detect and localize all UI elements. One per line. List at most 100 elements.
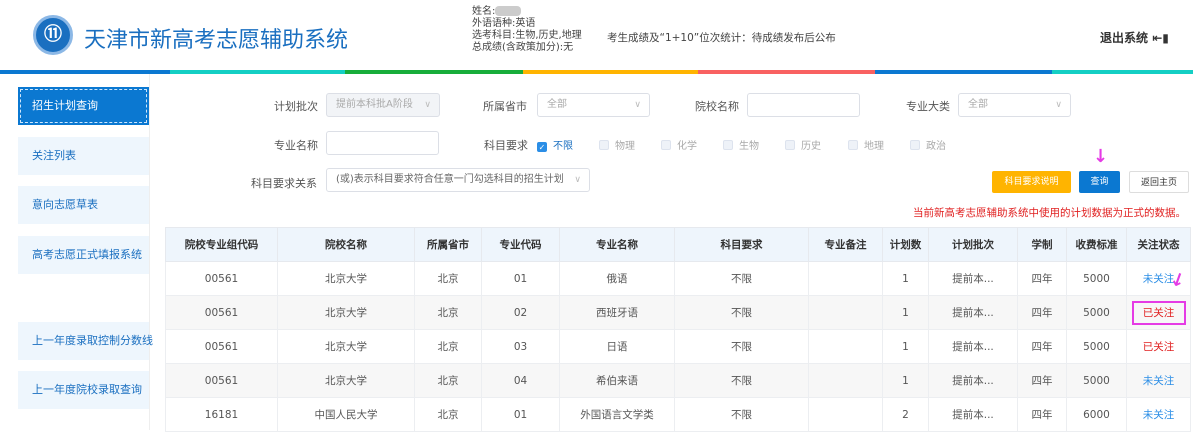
column-header: 院校专业组代码: [165, 227, 278, 262]
home-button[interactable]: 返回主页: [1129, 171, 1189, 193]
category-value: 全部: [968, 99, 988, 110]
table-body: 00561 北京大学 北京 01 俄语 不限 1 提前本... 四年 5000 未关注 00561 北京…: [165, 261, 1191, 432]
checkbox-label: 化学: [677, 141, 697, 152]
table-cell: 四年: [1017, 295, 1067, 330]
follow-status-toggle[interactable]: 已关注: [1126, 329, 1191, 364]
checkbox-box: [723, 140, 733, 150]
relation-label: 科目要求关系: [251, 177, 317, 190]
table-row: 00561 北京大学 北京 03 日语 不限 1 提前本... 四年 5000 已关注: [165, 329, 1191, 364]
check-icon: ✓: [537, 142, 547, 152]
table-cell: 2: [882, 397, 929, 432]
relation-value: (或)表示科目要求符合任意一门勾选科目的招生计划: [336, 174, 564, 185]
sidebar-item-draft[interactable]: 意向志愿草表: [18, 186, 149, 224]
checkbox-history[interactable]: 历史: [785, 137, 821, 152]
table-cell: 北京: [414, 261, 482, 296]
category-select[interactable]: 全部 ∨: [958, 93, 1071, 117]
follow-status-toggle[interactable]: 未关注: [1126, 261, 1191, 296]
batch-value: 提前本科批A阶段: [336, 99, 413, 110]
plan-table: 院校专业组代码 院校名称 所属省市 专业代码 专业名称 科目要求 专业备注 计划数 计划批次 学制…: [165, 227, 1191, 432]
table-cell: 四年: [1017, 261, 1067, 296]
logo: ⑪: [33, 15, 73, 55]
follow-status-toggle[interactable]: 未关注: [1126, 363, 1191, 398]
checkbox-chemistry[interactable]: 化学: [661, 137, 697, 152]
category-label: 专业大类: [906, 100, 950, 113]
subject-explain-button[interactable]: 科目要求说明: [992, 171, 1071, 193]
table-cell: [808, 363, 883, 398]
table-row: 00561 北京大学 北京 04 希伯来语 不限 1 提前本... 四年 5000 未关注: [165, 363, 1191, 398]
table-cell: 北京: [414, 363, 482, 398]
school-input[interactable]: [747, 93, 860, 117]
follow-status-toggle[interactable]: 未关注: [1126, 397, 1191, 432]
sidebar-item-last-year-admission[interactable]: 上一年度院校录取查询: [18, 371, 149, 409]
follow-status-toggle[interactable]: 已关注: [1126, 295, 1191, 330]
rank-stat: 考生成绩及“1+10”位次统计：待成绩发布后公布: [607, 32, 836, 44]
logout-button[interactable]: 退出系统 ⇤▮: [1100, 29, 1169, 46]
table-cell: 四年: [1017, 329, 1067, 364]
province-select[interactable]: 全部 ∨: [537, 93, 650, 117]
province-value: 全部: [547, 99, 567, 110]
relation-select[interactable]: (或)表示科目要求符合任意一门勾选科目的招生计划 ∨: [326, 168, 590, 192]
table-cell: 不限: [674, 295, 809, 330]
checkbox-biology[interactable]: 生物: [723, 137, 759, 152]
query-button[interactable]: 查询: [1079, 171, 1120, 193]
name-label: 姓名:: [472, 6, 496, 17]
checkbox-label: 生物: [739, 141, 759, 152]
logout-label: 退出系统: [1100, 31, 1149, 45]
color-bar: [523, 70, 698, 74]
table-cell: 6000: [1066, 397, 1127, 432]
table-cell: [808, 397, 883, 432]
table-cell: 不限: [674, 363, 809, 398]
table-cell: 00561: [165, 329, 278, 364]
sidebar-item-follow-list[interactable]: 关注列表: [18, 137, 149, 175]
column-header: 专业代码: [481, 227, 560, 262]
table-cell: 5000: [1066, 363, 1127, 398]
color-bar: [875, 70, 1052, 74]
major-input[interactable]: [326, 131, 439, 155]
column-header: 专业备注: [808, 227, 883, 262]
chevron-down-icon: ∨: [424, 100, 431, 110]
sidebar-item-formal-system[interactable]: 高考志愿正式填报系统: [18, 236, 149, 274]
total-score: 总成绩(含政策加分):无: [472, 42, 574, 53]
table-cell: 外国语言文学类: [559, 397, 675, 432]
table-cell: [808, 261, 883, 296]
table-cell: 1: [882, 329, 929, 364]
table-cell: 俄语: [559, 261, 675, 296]
checkbox-politics[interactable]: 政治: [910, 137, 946, 152]
checkbox-label: 历史: [801, 141, 821, 152]
color-bar: [698, 70, 875, 74]
table-cell: 北京: [414, 397, 482, 432]
batch-select[interactable]: 提前本科批A阶段 ∨: [326, 93, 440, 117]
school-label: 院校名称: [695, 100, 739, 113]
table-cell: 5000: [1066, 295, 1127, 330]
sidebar-item-last-year-lines[interactable]: 上一年度录取控制分数线: [18, 322, 153, 360]
sidebar-item-plan-query[interactable]: 招生计划查询: [18, 87, 149, 125]
table-cell: 提前本...: [928, 397, 1018, 432]
table-cell: 5000: [1066, 261, 1127, 296]
color-bar: [170, 70, 345, 74]
sidebar: 招生计划查询 关注列表 意向志愿草表 高考志愿正式填报系统 上一年度录取控制分数…: [0, 74, 153, 430]
chevron-down-icon: ∨: [574, 175, 581, 185]
table-cell: 01: [481, 261, 560, 296]
subject-req-label: 科目要求: [484, 139, 528, 152]
checkbox-unlimited[interactable]: ✓ 不限: [537, 137, 573, 152]
table-cell: [808, 295, 883, 330]
table-cell: 四年: [1017, 397, 1067, 432]
table-cell: 提前本...: [928, 295, 1018, 330]
column-header: 计划数: [882, 227, 929, 262]
table-cell: 5000: [1066, 329, 1127, 364]
checkbox-box: [910, 140, 920, 150]
table-cell: 北京: [414, 329, 482, 364]
checkbox-box: [848, 140, 858, 150]
checkbox-physics[interactable]: 物理: [599, 137, 635, 152]
table-cell: 提前本...: [928, 363, 1018, 398]
table-cell: 提前本...: [928, 261, 1018, 296]
checkbox-geography[interactable]: 地理: [848, 137, 884, 152]
data-notice: 当前新高考志愿辅助系统中使用的计划数据为正式的数据。: [913, 207, 1186, 219]
column-header: 专业名称: [559, 227, 675, 262]
table-row: 00561 北京大学 北京 01 俄语 不限 1 提前本... 四年 5000 未关注: [165, 261, 1191, 296]
table-cell: 03: [481, 329, 560, 364]
table-cell: 提前本...: [928, 329, 1018, 364]
column-header: 院校名称: [277, 227, 415, 262]
table-header: 院校专业组代码 院校名称 所属省市 专业代码 专业名称 科目要求 专业备注 计划数 计划批次 学制…: [165, 227, 1191, 262]
table-cell: 北京大学: [277, 295, 415, 330]
